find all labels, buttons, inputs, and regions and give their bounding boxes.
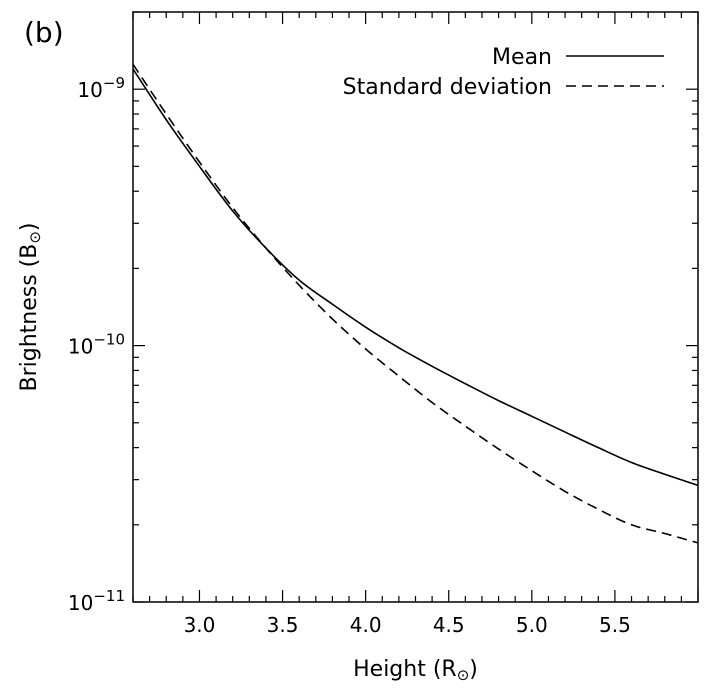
x-tick-label: 4.0 [350, 613, 382, 637]
x-tick-label: 5.0 [516, 613, 548, 637]
y-axis-title: Brightness (B⊙) [17, 222, 44, 391]
legend-label: Standard deviation [343, 75, 552, 100]
legend: Mean Standard deviation [343, 45, 664, 100]
y-axis: 10−9 10−10 10−11 [68, 11, 698, 615]
y-tick-label: 10−11 [68, 587, 125, 615]
panel-label: (b) [24, 16, 64, 49]
x-tick-label: 5.5 [599, 613, 631, 637]
x-tick-label: 3.0 [184, 613, 216, 637]
x-tick-label: 4.5 [433, 613, 465, 637]
y-tick-label: 10−10 [68, 331, 125, 359]
x-axis-title: Height (R⊙) [353, 657, 478, 684]
std-deviation-series-line [132, 63, 699, 544]
series-layer [132, 63, 699, 544]
x-tick-label: 3.5 [267, 613, 299, 637]
mean-series-line [132, 68, 699, 487]
y-tick-label: 10−9 [77, 74, 125, 102]
x-axis: 3.0 3.5 4.0 4.5 5.0 5.5 [132, 12, 699, 637]
plot-frame [132, 11, 699, 603]
plot-area: 3.0 3.5 4.0 4.5 5.0 5.5 10−9 10−10 10−11 [68, 11, 699, 637]
legend-label: Mean [492, 45, 552, 70]
